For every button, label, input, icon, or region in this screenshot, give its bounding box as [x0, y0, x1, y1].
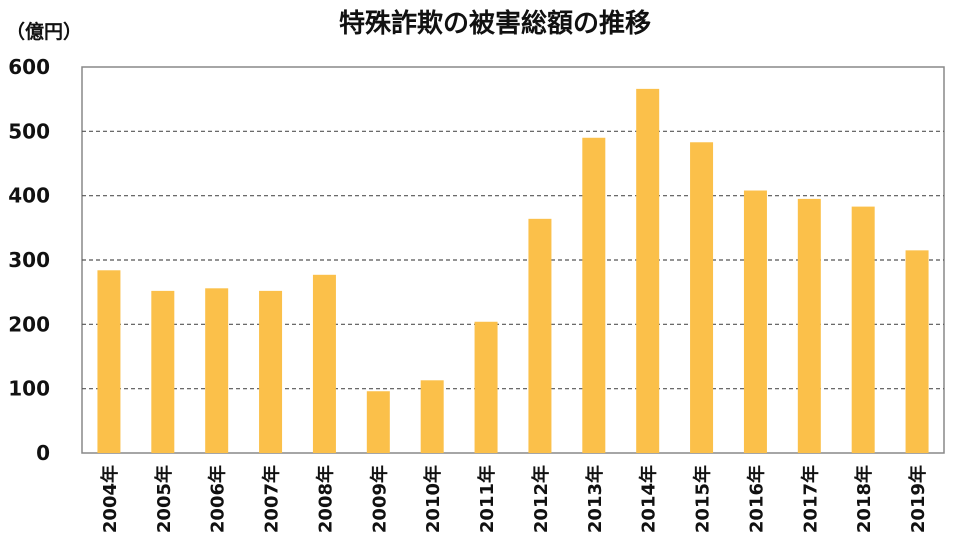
bar-2017年 — [797, 198, 821, 453]
bar-2018年 — [851, 206, 875, 453]
y-tick-label: 100 — [8, 377, 50, 401]
x-tick-label: 2018年 — [853, 465, 875, 533]
x-tick-label: 2015年 — [692, 465, 714, 533]
x-tick-label: 2019年 — [907, 465, 929, 533]
y-tick-label: 400 — [8, 184, 50, 208]
x-tick-label: 2013年 — [584, 465, 606, 533]
y-axis-unit-label: （億円） — [6, 20, 82, 43]
x-tick-label: 2009年 — [368, 465, 390, 533]
y-tick-label: 500 — [8, 119, 50, 143]
bars — [97, 88, 929, 453]
x-tick-label: 2010年 — [422, 465, 444, 533]
y-tick-label: 200 — [8, 312, 50, 336]
x-axis-tick-labels: 2004年 2005年 2006年 2007年 2008年 2009年 2010年 2011年… — [99, 465, 929, 533]
chart-title: 特殊詐欺の被害総額の推移 — [339, 8, 651, 39]
x-tick-label: 2011年 — [476, 465, 498, 533]
bar-2015年 — [690, 142, 714, 453]
y-tick-label: 0 — [36, 441, 50, 465]
x-tick-label: 2016年 — [745, 465, 767, 533]
x-tick-label: 2017年 — [799, 465, 821, 533]
bar-2012年 — [528, 218, 552, 453]
bar-2019年 — [905, 250, 929, 453]
bar-2010年 — [420, 380, 444, 453]
bar-2014年 — [636, 88, 660, 453]
x-tick-label: 2012年 — [530, 465, 552, 533]
x-tick-label: 2014年 — [638, 465, 660, 533]
bar-2016年 — [743, 190, 767, 453]
x-tick-label: 2006年 — [207, 465, 229, 533]
x-tick-label: 2005年 — [153, 465, 175, 533]
y-tick-label: 300 — [8, 248, 50, 272]
y-tick-label: 600 — [8, 55, 50, 79]
x-tick-label: 2007年 — [261, 465, 283, 533]
bar-2006年 — [205, 288, 229, 453]
x-tick-label: 2004年 — [99, 465, 121, 533]
bar-2005年 — [151, 290, 175, 453]
bar-2008年 — [312, 274, 336, 453]
bar-2013年 — [582, 137, 606, 453]
bar-2011年 — [474, 321, 498, 453]
y-axis-tick-labels: 0 100 200 300 400 500 600 — [8, 55, 50, 465]
bar-2004年 — [97, 270, 121, 453]
x-tick-label: 2008年 — [314, 465, 336, 533]
bar-2009年 — [366, 391, 390, 453]
bar-2007年 — [259, 290, 283, 453]
